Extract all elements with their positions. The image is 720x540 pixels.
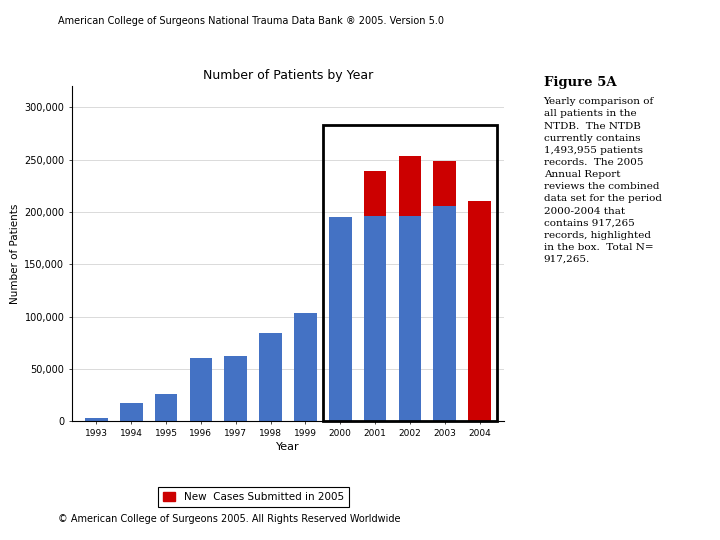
Text: American College of Surgeons National Trauma Data Bank ® 2005. Version 5.0: American College of Surgeons National Tr… (58, 16, 444, 26)
Bar (323, 125, 498, 421)
Bar (155, 394, 177, 421)
Text: Figure 5A: Figure 5A (544, 76, 616, 89)
Bar (120, 403, 143, 421)
Bar (294, 313, 317, 421)
X-axis label: Year: Year (276, 442, 300, 452)
Bar (433, 161, 456, 206)
Title: Number of Patients by Year: Number of Patients by Year (203, 70, 373, 83)
Bar (399, 216, 421, 421)
Text: © American College of Surgeons 2005. All Rights Reserved Worldwide: © American College of Surgeons 2005. All… (58, 514, 400, 524)
Bar (259, 333, 282, 421)
Bar (85, 418, 108, 421)
Bar (433, 206, 456, 421)
Bar (364, 171, 387, 216)
Bar (399, 157, 421, 216)
Bar (225, 356, 247, 421)
Text: Yearly comparison of
all patients in the
NTDB.  The NTDB
currently contains
1,49: Yearly comparison of all patients in the… (544, 97, 662, 264)
Y-axis label: Number of Patients: Number of Patients (10, 204, 20, 304)
Bar (468, 201, 491, 421)
Bar (189, 359, 212, 421)
Legend: New  Cases Submitted in 2005: New Cases Submitted in 2005 (158, 487, 349, 507)
Bar (329, 217, 351, 421)
Bar (364, 216, 387, 421)
